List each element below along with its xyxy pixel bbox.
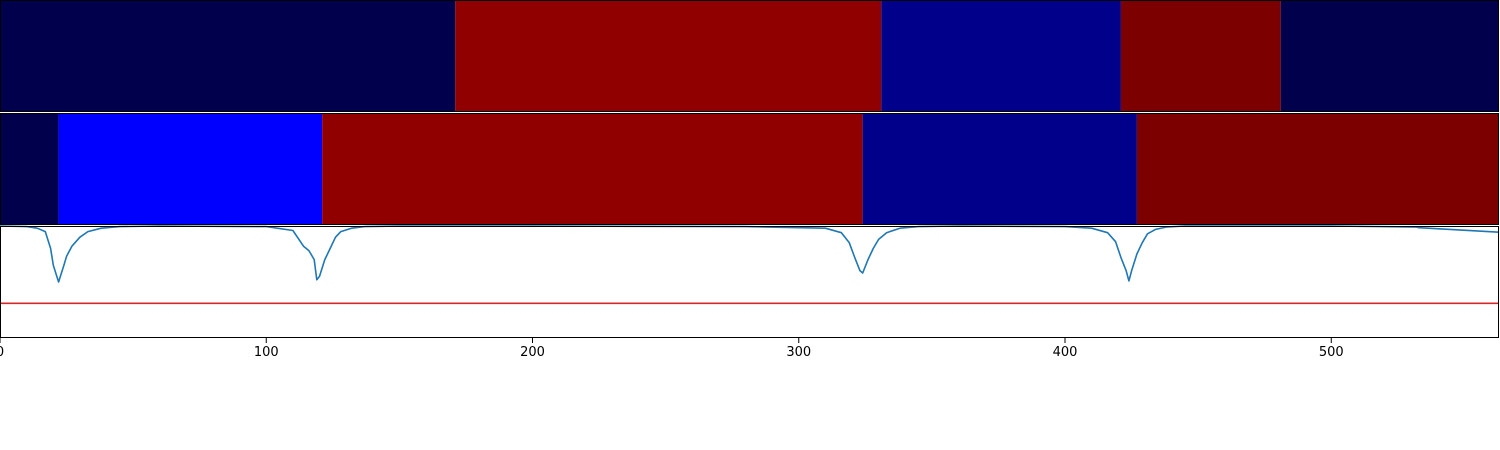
line-plot-panel [0, 225, 1500, 338]
top-panel-frame [0, 0, 1499, 112]
signal-line [0, 225, 1500, 283]
x-tick-label-500: 500 [1319, 345, 1344, 360]
line-panel-background [0, 226, 1499, 338]
middle-panel-frame [0, 113, 1499, 225]
top-segment-1 [0, 0, 456, 112]
top-segment-3 [881, 0, 1121, 112]
x-tick-label-200: 200 [520, 345, 545, 360]
top-segment-4 [1120, 0, 1281, 112]
x-tick-label-0: 0 [0, 345, 4, 360]
middle-segment-3 [322, 113, 863, 225]
top-segment-2 [455, 0, 882, 112]
line-panel-frame [0, 226, 1499, 338]
x-tick-label-100: 100 [254, 345, 279, 360]
top-segment-5 [1280, 0, 1499, 112]
top-heatmap-panel [0, 0, 1499, 112]
middle-segment-5 [1136, 113, 1499, 225]
x-tick-label-300: 300 [786, 345, 811, 360]
x-tick-label-400: 400 [1053, 345, 1078, 360]
middle-segment-4 [862, 113, 1137, 225]
middle-heatmap-panel [0, 113, 1499, 225]
middle-segment-1 [0, 113, 59, 225]
x-axis: 0 100 200 300 400 500 [0, 338, 1344, 360]
middle-segment-2 [58, 113, 323, 225]
